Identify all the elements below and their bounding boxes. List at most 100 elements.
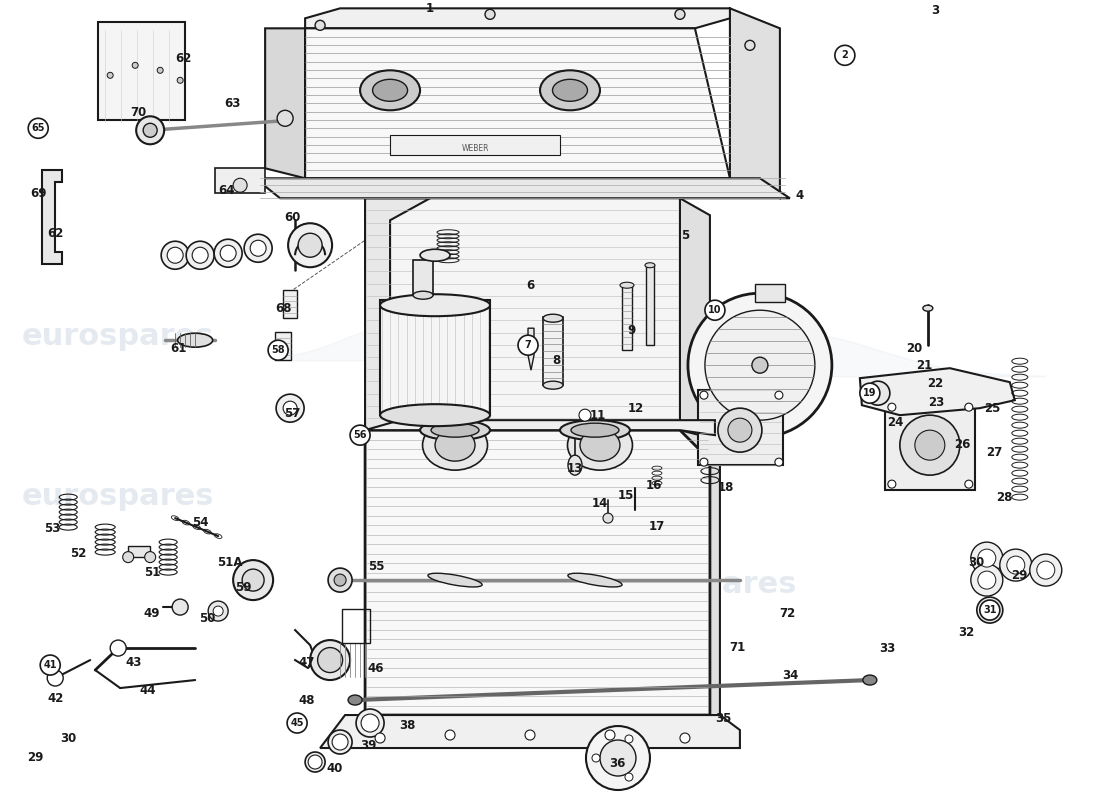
Circle shape [977,597,1003,623]
Text: 4: 4 [795,189,804,202]
Bar [129,546,151,557]
Text: 16: 16 [646,478,662,492]
Circle shape [971,542,1003,574]
Text: 24: 24 [887,416,903,429]
Circle shape [332,734,348,750]
Circle shape [525,730,535,740]
Text: 13: 13 [566,462,583,474]
Circle shape [350,425,370,445]
Ellipse shape [540,70,600,110]
Circle shape [47,670,63,686]
Bar [216,168,265,194]
Text: 53: 53 [44,522,60,534]
Bar [283,290,297,318]
Bar [697,390,783,465]
Text: 2: 2 [842,50,848,60]
Polygon shape [365,430,710,715]
Circle shape [675,10,685,19]
Text: 55: 55 [367,559,384,573]
Ellipse shape [923,306,933,311]
Text: 23: 23 [927,396,944,409]
Circle shape [298,234,322,258]
Ellipse shape [571,423,619,437]
Text: 59: 59 [235,581,252,594]
Circle shape [136,116,164,144]
Circle shape [277,110,293,126]
Circle shape [233,178,248,192]
Circle shape [268,340,288,360]
Bar [275,332,292,360]
Ellipse shape [862,675,877,685]
Ellipse shape [420,420,490,440]
Bar [98,22,185,120]
Circle shape [213,606,223,616]
Text: 51: 51 [144,566,161,578]
Circle shape [110,640,126,656]
Circle shape [971,564,1003,596]
Polygon shape [680,430,719,720]
Ellipse shape [381,404,490,426]
Ellipse shape [543,381,563,389]
Bar [342,609,370,643]
Ellipse shape [568,420,632,470]
Circle shape [982,603,997,617]
Circle shape [752,357,768,373]
Bar [390,135,560,155]
Ellipse shape [422,420,487,470]
Ellipse shape [560,420,630,440]
Ellipse shape [428,574,482,587]
Circle shape [980,600,1000,620]
Text: 31: 31 [983,605,997,615]
Bar [646,266,654,345]
Ellipse shape [145,552,156,562]
Circle shape [276,394,304,422]
Circle shape [625,735,632,743]
Ellipse shape [645,262,654,268]
Circle shape [965,480,972,488]
Text: 22: 22 [926,377,943,390]
Ellipse shape [348,695,362,705]
Text: 26: 26 [954,438,970,450]
Text: 3: 3 [931,4,939,17]
Text: 69: 69 [30,186,46,200]
Circle shape [774,391,783,399]
Text: 36: 36 [608,757,625,770]
Text: 57: 57 [284,406,300,420]
Text: 39: 39 [360,738,376,751]
Circle shape [208,601,228,621]
Text: 41: 41 [44,660,57,670]
Circle shape [745,40,755,50]
Text: 29: 29 [1012,569,1028,582]
Circle shape [361,714,379,732]
Circle shape [518,335,538,355]
Text: eurospares: eurospares [605,370,797,398]
Circle shape [192,247,208,263]
Circle shape [625,773,632,781]
Bar [381,300,490,415]
Text: 70: 70 [130,106,146,118]
Circle shape [700,391,708,399]
Text: 40: 40 [327,762,343,774]
Bar [755,284,785,302]
Text: 25: 25 [984,402,1001,414]
Text: 14: 14 [592,497,608,510]
Ellipse shape [568,574,623,587]
Circle shape [860,383,880,403]
Text: WEBER: WEBER [461,144,488,153]
Text: 18: 18 [717,481,734,494]
Text: 34: 34 [782,669,799,682]
Text: 43: 43 [125,655,142,669]
Text: eurospares: eurospares [22,322,215,350]
Text: 32: 32 [958,626,974,638]
Bar [414,260,433,295]
Bar [543,318,563,385]
Ellipse shape [580,429,620,461]
Text: 19: 19 [864,388,877,398]
Circle shape [586,726,650,790]
Text: 71: 71 [729,641,745,654]
Circle shape [866,381,890,405]
Circle shape [308,755,322,769]
Text: 9: 9 [628,324,636,337]
Text: 50: 50 [199,611,216,625]
Bar [621,286,632,350]
